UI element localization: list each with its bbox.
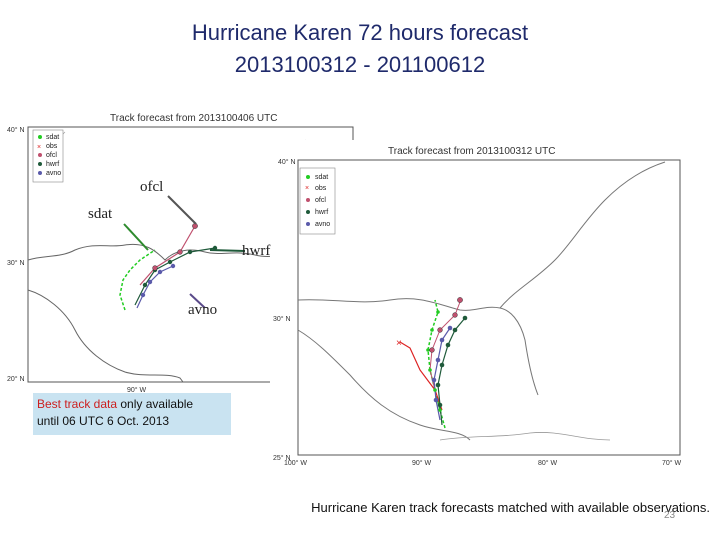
lat-label-40: 40° N <box>7 126 25 134</box>
lon-label-90-right: 90° W <box>412 459 432 467</box>
legend-ofcl: ofcl <box>46 152 57 159</box>
legend-avno-marker <box>38 171 42 175</box>
legend-obs: obs <box>46 143 58 150</box>
legend-hwrf-marker <box>38 162 42 166</box>
note-line2: until 06 UTC 6 Oct. 2013 <box>37 414 170 428</box>
legend-right-ofcl: ofcl <box>315 197 326 204</box>
legend-sdat-marker <box>38 135 42 139</box>
legend-right-avno: avno <box>315 221 330 228</box>
legend-right-sdat: sdat <box>315 174 328 181</box>
lat-label-30-right: 30° N <box>273 315 291 323</box>
legend-right: sdat × obs ofcl hwrf avno <box>299 167 336 235</box>
annotation-avno: avno <box>188 302 218 318</box>
annotation-ofcl: ofcl <box>140 179 164 195</box>
track-obs-right <box>399 341 443 411</box>
lat-label-20: 20° N <box>7 375 25 383</box>
legend-right-hwrf: hwrf <box>315 209 328 216</box>
legend-sdat: sdat <box>46 134 59 141</box>
legend-left: sdat × obs ofcl hwrf avno <box>32 129 64 183</box>
annotation-sdat: sdat <box>88 206 113 222</box>
note-text: only available <box>117 397 194 411</box>
legend-ofcl-marker <box>38 153 42 157</box>
svg-text:×: × <box>37 144 41 151</box>
lat-label-40-right: 40° N <box>278 158 296 166</box>
best-track-note: Best track data only available until 06 … <box>33 393 231 435</box>
lon-label-90: 90° W <box>127 386 147 394</box>
map-left-title: Track forecast from 2013100406 UTC <box>110 113 277 124</box>
obs-marker: × <box>396 338 402 349</box>
track-sdat-left <box>119 249 156 311</box>
annotation-hwrf: hwrf <box>242 243 271 259</box>
lon-label-80: 80° W <box>538 459 558 467</box>
legend-avno: avno <box>46 170 61 177</box>
lat-label-25-right: 25° N <box>273 454 291 462</box>
track-avno-right <box>433 327 451 421</box>
lon-label-100: 100° W <box>284 459 307 467</box>
track-map-right: Track forecast from 2013100312 UTC 40° N… <box>270 140 690 470</box>
slide-title-line1: Hurricane Karen 72 hours forecast <box>191 20 529 45</box>
map-right-title: Track forecast from 2013100312 UTC <box>388 146 555 157</box>
track-hwrf-left <box>134 247 216 306</box>
legend-right-obs: obs <box>315 185 327 192</box>
slide-title-line2: 2013100312 - 201100612 <box>234 52 486 77</box>
svg-text:×: × <box>305 185 309 192</box>
page-number: 23 <box>664 510 676 521</box>
lat-label-30: 30° N <box>7 259 25 267</box>
lon-label-70: 70° W <box>662 459 682 467</box>
legend-hwrf: hwrf <box>46 161 59 168</box>
track-ofcl-left <box>139 225 196 286</box>
figure-caption: Hurricane Karen track forecasts matched … <box>311 500 710 515</box>
note-highlight: Best track data <box>37 397 118 411</box>
